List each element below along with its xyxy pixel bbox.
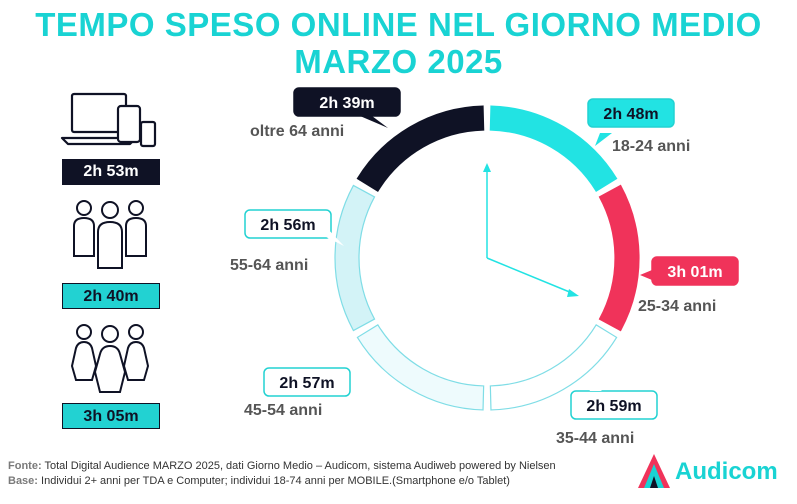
footer-source: Fonte: Total Digital Audience MARZO 2025…	[8, 460, 556, 472]
device-badge: 2h 53m	[62, 159, 160, 185]
segment-age-label: 55-64 anni	[230, 257, 308, 274]
segment-value-label: 2h 59m	[586, 398, 641, 415]
segment-value-label: 3h 01m	[667, 264, 722, 281]
segment-age-label: 45-54 anni	[244, 402, 322, 419]
donut-segment-55-64-anni	[334, 184, 376, 332]
laptop-tablet-phone-icon	[60, 92, 157, 148]
donut-segment-18-24-anni	[489, 105, 618, 192]
women-badge: 3h 05m	[62, 403, 160, 429]
segment-value-label: 2h 56m	[260, 217, 315, 234]
segment-value-label: 2h 39m	[319, 95, 374, 112]
callout-45-54-anni: 2h 57m 45-54 anni	[244, 367, 383, 419]
audicom-logo-icon	[638, 454, 670, 488]
women-group-icon	[70, 324, 150, 393]
donut-segment-45-54-anni	[356, 324, 485, 411]
segment-age-label: 18-24 anni	[612, 138, 690, 155]
callout-25-34-anni: 3h 01m 25-34 anni	[638, 256, 739, 315]
callout-18-24-anni: 2h 48m 18-24 anni	[587, 98, 690, 155]
callout-oltre-64-anni: 2h 39m oltre 64 anni	[250, 87, 401, 140]
page-subtitle: MARZO 2025	[294, 43, 503, 80]
men-group-icon	[73, 200, 147, 269]
page-title: TEMPO SPESO ONLINE NEL GIORNO MEDIO	[35, 6, 762, 43]
segment-age-label: 35-44 anni	[556, 430, 634, 447]
segment-value-label: 2h 48m	[603, 106, 658, 123]
footer-base: Base: Individui 2+ anni per TDA e Comput…	[8, 475, 510, 487]
segment-value-label: 2h 57m	[279, 375, 334, 392]
segment-age-label: oltre 64 anni	[250, 123, 344, 140]
segment-age-label: 25-34 anni	[638, 298, 716, 315]
donut-segment-35-44-anni	[489, 324, 618, 411]
callout-35-44-anni: 2h 59m 35-44 anni	[556, 377, 658, 447]
clock-hands-icon	[483, 163, 579, 297]
callout-55-64-anni: 2h 56m 55-64 anni	[230, 209, 344, 274]
audicom-logo-text: Audicom	[675, 458, 778, 485]
donut-segment-oltre-64-anni	[356, 105, 485, 192]
men-badge: 2h 40m	[62, 283, 160, 309]
donut-segment-25-34-anni	[598, 184, 640, 332]
